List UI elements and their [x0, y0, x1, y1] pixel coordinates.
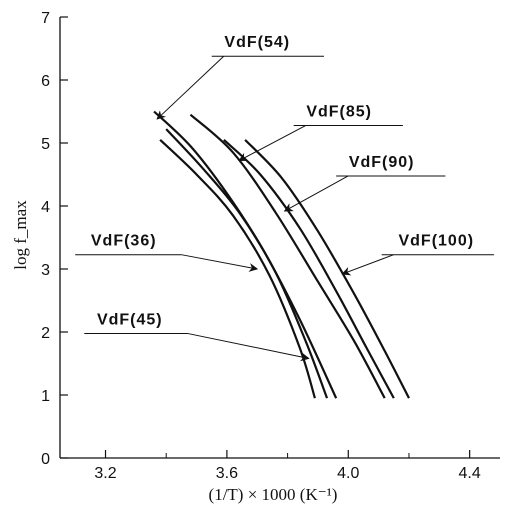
series-line-vdf100	[244, 139, 410, 399]
y-tick-label: 0	[41, 451, 50, 468]
series-group	[153, 110, 410, 399]
y-tick-label: 2	[41, 325, 50, 342]
series-line-vdf54	[153, 110, 338, 399]
y-tick-label: 7	[41, 10, 50, 27]
x-axis-label: (1/T) × 1000 (K⁻¹)	[209, 485, 338, 504]
y-tick-label: 1	[41, 388, 50, 405]
y-tick-label: 6	[41, 73, 50, 90]
annotation-vdf54: VdF(54)	[156, 34, 324, 120]
x-tick-label: 4.0	[337, 465, 359, 482]
annotation-label: VdF(45)	[97, 311, 163, 328]
annotation-label: VdF(90)	[349, 154, 415, 171]
annotation-vdf45: VdF(45)	[84, 311, 310, 362]
series-line-vdf90	[223, 139, 395, 399]
series-line-vdf85	[189, 113, 386, 399]
annotation-vdf85: VdF(85)	[238, 104, 403, 162]
axes	[59, 17, 500, 459]
annotation-arrow	[187, 332, 310, 362]
annotation-label: VdF(85)	[306, 104, 372, 121]
ticks: 3.2 3.6 4.0 4.4 0 1 2 3 4 5 6 7	[41, 10, 481, 482]
annotation-arrow	[156, 55, 225, 120]
series-line-vdf36	[159, 139, 316, 399]
annotations-group: VdF(54) VdF(85) VdF(90) VdF(36) VdF(100) VdF(…	[75, 34, 494, 362]
x-tick-label: 3.6	[216, 465, 238, 482]
y-axis-label: log f_max	[11, 200, 30, 270]
x-tick-label: 3.2	[94, 465, 116, 482]
annotation-label: VdF(36)	[91, 233, 157, 250]
y-tick-label: 4	[41, 199, 50, 216]
annotation-label: VdF(100)	[398, 233, 474, 250]
annotation-arrow	[283, 175, 349, 212]
annotation-vdf36: VdF(36)	[75, 233, 259, 272]
annotation-arrow	[341, 254, 394, 276]
annotation-arrow	[238, 125, 306, 162]
annotation-vdf90: VdF(90)	[283, 154, 446, 212]
x-tick-label: 4.4	[459, 465, 481, 482]
annotation-vdf100: VdF(100)	[341, 233, 494, 276]
annotation-arrow	[181, 254, 259, 272]
annotation-label: VdF(54)	[224, 34, 290, 51]
y-tick-label: 3	[41, 262, 50, 279]
y-tick-label: 5	[41, 136, 50, 153]
